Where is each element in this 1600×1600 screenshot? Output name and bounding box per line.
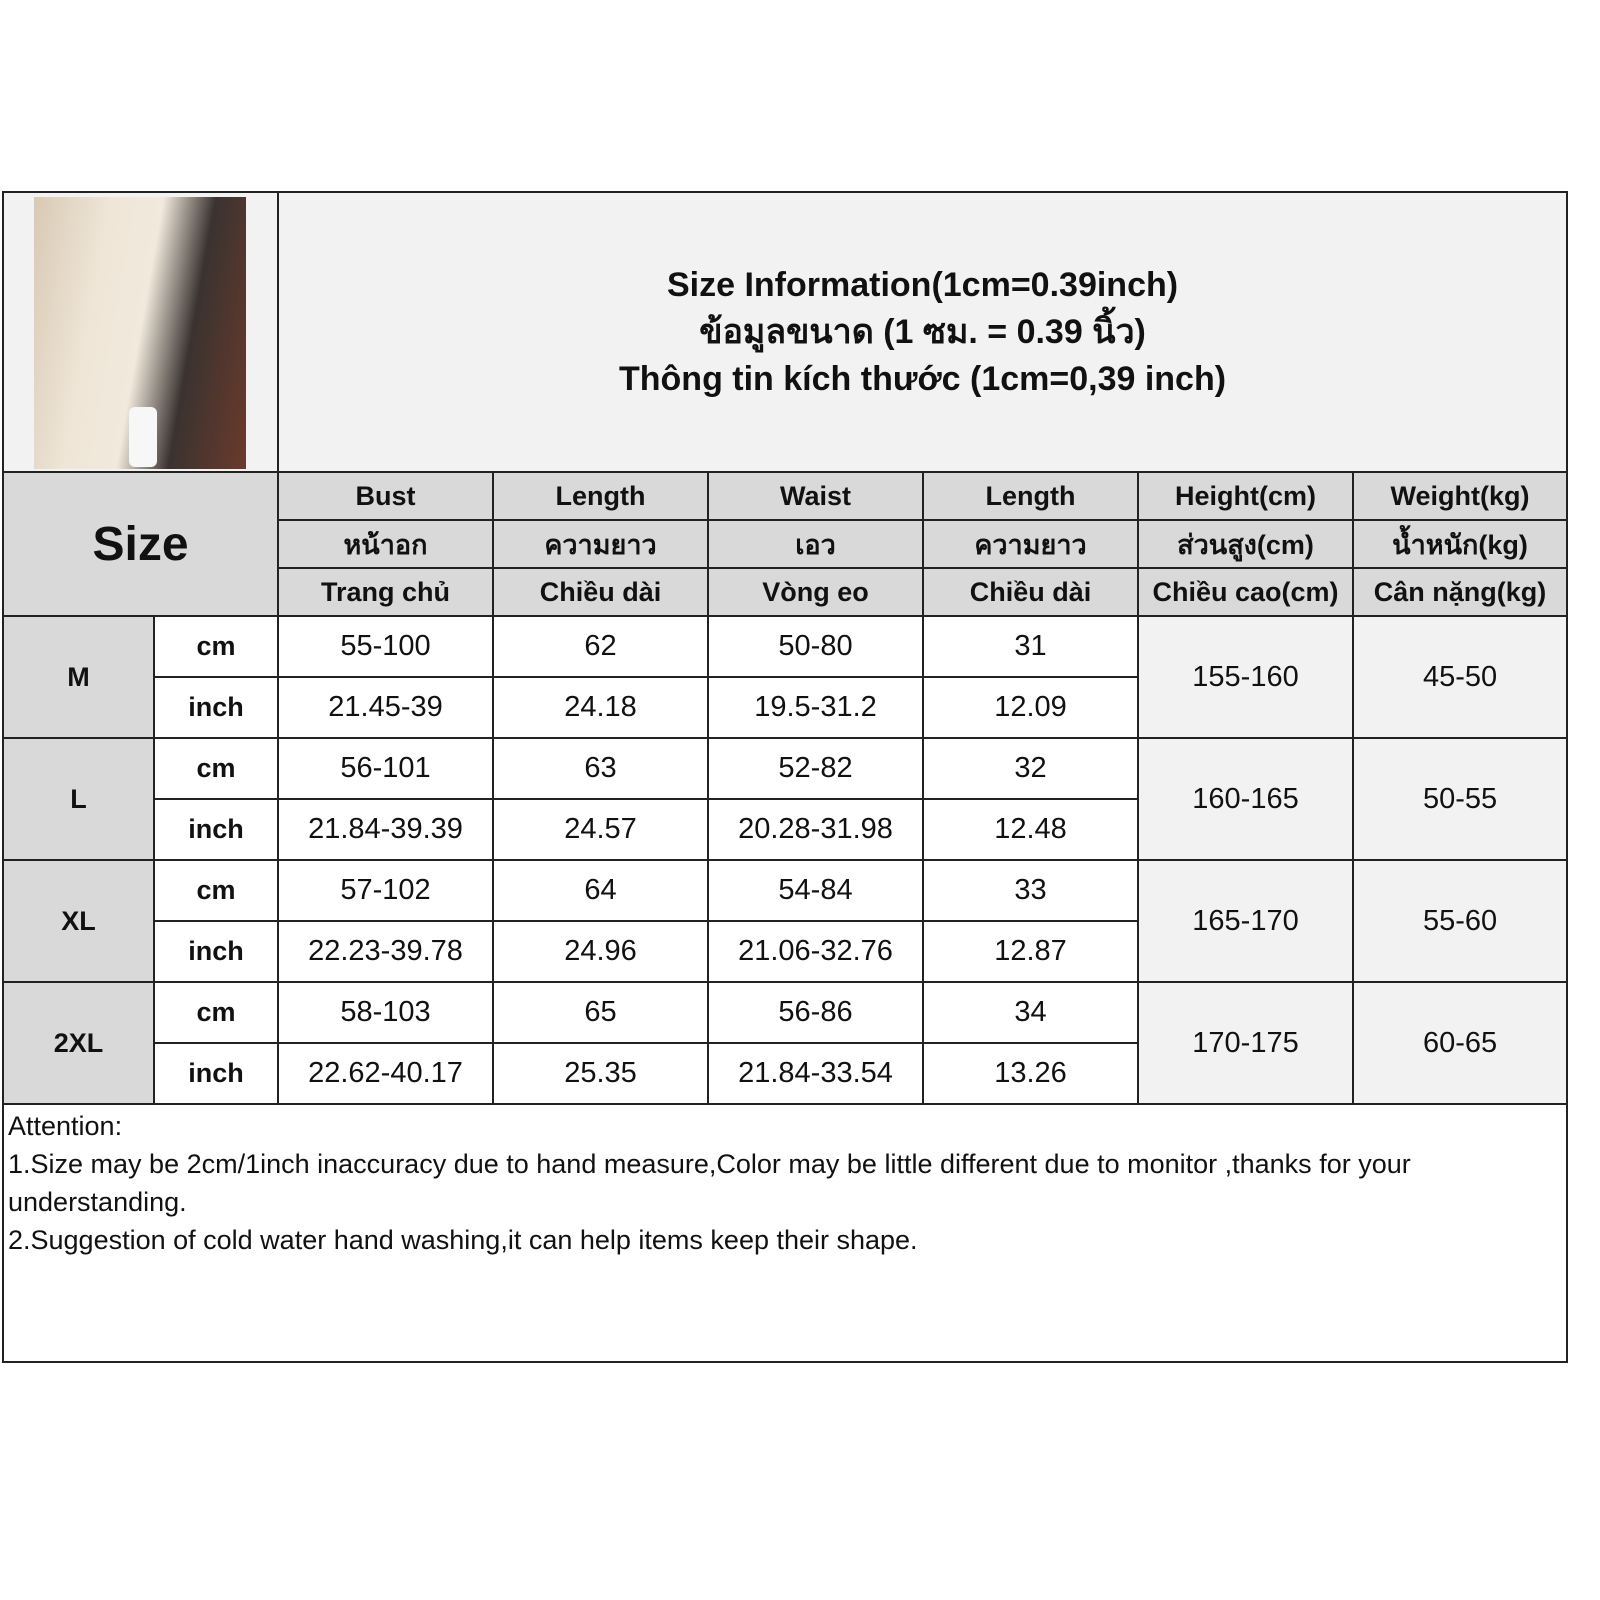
weight-value: 55-60: [1351, 859, 1569, 983]
cm-value: 57-102: [277, 859, 494, 922]
size-chart: Size Information(1cm=0.39inch) ข้อมูลขนา…: [1, 191, 1569, 1363]
inch-value: 21.84-39.39: [277, 798, 494, 861]
column-header-vi: Chiều dài: [492, 567, 709, 617]
column-header-en: Height(cm): [1137, 471, 1354, 521]
column-header-th: ความยาว: [492, 519, 709, 569]
weight-value: 50-55: [1351, 737, 1569, 861]
inch-value: 22.62-40.17: [277, 1042, 494, 1105]
title-en: Size Information(1cm=0.39inch): [666, 265, 1179, 304]
cm-value: 31: [922, 615, 1139, 678]
column-header-en: Length: [922, 471, 1139, 521]
size-label: XL: [2, 859, 155, 983]
table-row-inch: inch 22.23-39.78 24.96 21.06-32.76 12.87: [3, 920, 1567, 983]
cm-value: 52-82: [707, 737, 924, 800]
size-label: M: [2, 615, 155, 739]
unit-label: cm: [153, 615, 279, 678]
inch-value: 24.57: [492, 798, 709, 861]
inch-value: 24.96: [492, 920, 709, 983]
cm-value: 50-80: [707, 615, 924, 678]
height-value: 155-160: [1137, 615, 1354, 739]
cm-value: 63: [492, 737, 709, 800]
cm-value: 55-100: [277, 615, 494, 678]
cm-value: 58-103: [277, 981, 494, 1044]
inch-value: 21.84-33.54: [707, 1042, 924, 1105]
title-cell: Size Information(1cm=0.39inch) ข้อมูลขนา…: [276, 191, 1569, 473]
title-vi: Thông tin kích thước (1cm=0,39 inch): [619, 359, 1227, 398]
table-row-cm: XL cm 57-102 64 54-84 33 165-170 55-60: [2, 859, 1569, 983]
size-label: 2XL: [2, 981, 155, 1105]
column-header-vi: Trang chủ: [277, 567, 494, 617]
product-photo: [34, 197, 246, 469]
size-header: Size: [2, 471, 279, 617]
inch-value: 25.35: [492, 1042, 709, 1105]
unit-label: inch: [153, 798, 279, 861]
height-value: 165-170: [1137, 859, 1354, 983]
column-header-en: Length: [492, 471, 709, 521]
column-header-vi: Chiều cao(cm): [1137, 567, 1354, 617]
cm-value: 33: [922, 859, 1139, 922]
inch-value: 22.23-39.78: [277, 920, 494, 983]
column-header-th: เอว: [707, 519, 924, 569]
column-header-vi: Cân nặng(kg): [1351, 567, 1569, 617]
inch-value: 19.5-31.2: [707, 676, 924, 739]
unit-label: cm: [153, 859, 279, 922]
column-header-en: Waist: [707, 471, 924, 521]
cm-value: 56-101: [277, 737, 494, 800]
cm-value: 56-86: [707, 981, 924, 1044]
cm-value: 32: [922, 737, 1139, 800]
inch-value: 12.09: [922, 676, 1139, 739]
inch-value: 13.26: [922, 1042, 1139, 1105]
inch-value: 21.45-39: [277, 676, 494, 739]
inch-value: 21.06-32.76: [707, 920, 924, 983]
column-header-th: น้ำหนัก(kg): [1351, 519, 1569, 569]
unit-label: inch: [153, 676, 279, 739]
inch-value: 12.87: [922, 920, 1139, 983]
note-2: 2.Suggestion of cold water hand washing,…: [8, 1225, 918, 1255]
column-header-en: Weight(kg): [1351, 471, 1569, 521]
column-header-th: ความยาว: [922, 519, 1139, 569]
cm-value: 64: [492, 859, 709, 922]
weight-value: 60-65: [1351, 981, 1569, 1105]
height-value: 170-175: [1137, 981, 1354, 1105]
weight-value: 45-50: [1351, 615, 1569, 739]
table-row-inch: inch 21.45-39 24.18 19.5-31.2 12.09: [3, 676, 1567, 739]
unit-label: cm: [153, 981, 279, 1044]
table-row-inch: inch 22.62-40.17 25.35 21.84-33.54 13.26: [3, 1042, 1567, 1105]
inch-value: 20.28-31.98: [707, 798, 924, 861]
notes-heading: Attention:: [8, 1111, 123, 1141]
column-header-th: ส่วนสูง(cm): [1137, 519, 1354, 569]
inch-value: 12.48: [922, 798, 1139, 861]
inch-value: 24.18: [492, 676, 709, 739]
unit-label: inch: [153, 920, 279, 983]
notes: Attention: 1.Size may be 2cm/1inch inacc…: [1, 1103, 1569, 1363]
note-1: 1.Size may be 2cm/1inch inaccuracy due t…: [8, 1149, 1411, 1217]
cm-value: 54-84: [707, 859, 924, 922]
title-th: ข้อมูลขนาด (1 ซม. = 0.39 นิ้ว): [699, 312, 1146, 351]
column-header-vi: Chiều dài: [922, 567, 1139, 617]
cm-value: 34: [922, 981, 1139, 1044]
column-header-vi: Vòng eo: [707, 567, 924, 617]
size-table: Size Information(1cm=0.39inch) ข้อมูลขนา…: [1, 191, 1569, 1363]
unit-label: inch: [153, 1042, 279, 1105]
size-label: L: [2, 737, 155, 861]
cm-value: 62: [492, 615, 709, 678]
table-row-inch: inch 21.84-39.39 24.57 20.28-31.98 12.48: [3, 798, 1567, 861]
column-header-en: Bust: [277, 471, 494, 521]
cm-value: 65: [492, 981, 709, 1044]
height-value: 160-165: [1137, 737, 1354, 861]
column-header-th: หน้าอก: [277, 519, 494, 569]
table-row-cm: 2XL cm 58-103 65 56-86 34 170-175 60-65: [2, 981, 1569, 1105]
product-photo-cell: [2, 191, 279, 473]
unit-label: cm: [153, 737, 279, 800]
